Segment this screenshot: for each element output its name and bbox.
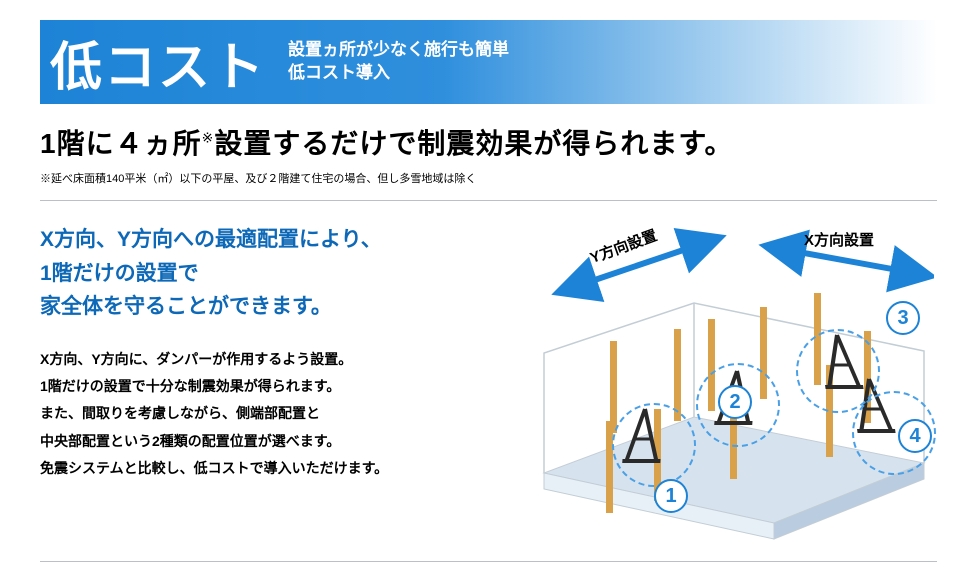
banner-title: 低コスト [40,25,266,100]
house-diagram: Y方向設置 X方向設置 1234 [494,223,934,543]
rule-top [40,200,937,201]
x-direction-label: X方向設置 [804,229,874,250]
banner-sub-line1: 設置ヵ所が少なく施行も簡単 [288,39,509,62]
headline-asterisk: ※ [202,130,215,146]
damper-number-4: 4 [898,419,932,453]
damper-number-3: 3 [886,301,920,335]
headline: 1階に４ヵ所※設置するだけで制震効果が得られます。 [40,122,937,162]
footnote: ※延べ床面積140平米（㎡）以下の平屋、及び２階建て住宅の場合、但し多雪地域は除… [40,170,937,186]
body-l1: X方向、Y方向に、ダンパーが作用するよう設置。 [40,351,352,367]
headline-pre: 1階に４ヵ所 [40,128,202,159]
damper-number-1: 1 [654,479,688,513]
body-l5: 免震システムと比較し、低コストで導入いただけます。 [40,460,388,476]
body-text: X方向、Y方向に、ダンパーが作用するよう設置。 1階だけの設置で十分な制震効果が… [40,346,470,482]
banner-sub-line2: 低コスト導入 [288,62,509,85]
lead-text: X方向、Y方向への最適配置により、 1階だけの設置で 家全体を守ることができます… [40,223,470,324]
lead-l3: 家全体を守ることができます。 [40,295,332,318]
banner-subtitle: 設置ヵ所が少なく施行も簡単 低コスト導入 [266,39,509,85]
text-column: X方向、Y方向への最適配置により、 1階だけの設置で 家全体を守ることができます… [40,223,470,543]
lead-l2: 1階だけの設置で [40,262,199,285]
damper-highlight-circle [612,403,696,487]
body-l3: また、間取りを考慮しながら、側端部配置と [40,405,320,421]
lead-l1: X方向、Y方向への最適配置により、 [40,228,382,251]
body-l2: 1階だけの設置で十分な制震効果が得られます。 [40,378,340,394]
damper-number-2: 2 [718,385,752,419]
headline-post: 設置するだけで制震効果が得られます。 [214,128,733,159]
banner: 低コスト 設置ヵ所が少なく施行も簡単 低コスト導入 [40,20,937,104]
content: X方向、Y方向への最適配置により、 1階だけの設置で 家全体を守ることができます… [40,223,937,543]
rule-bottom [40,561,937,562]
body-l4: 中央部配置という2種類の配置位置が選べます。 [40,433,340,449]
